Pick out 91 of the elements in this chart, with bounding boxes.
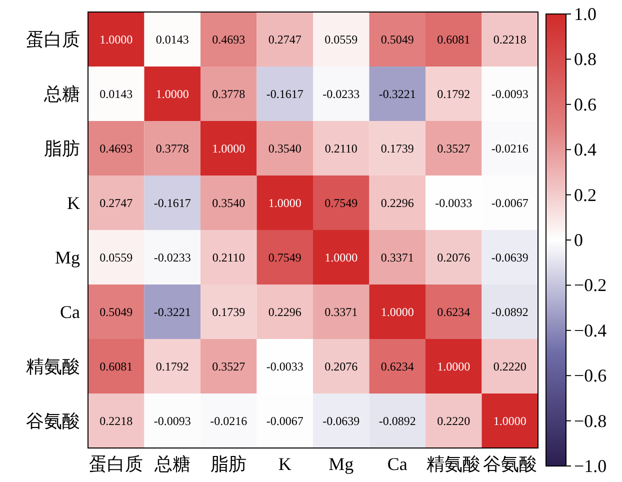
data-label: 0.2747: [100, 196, 133, 210]
x-tick-label: 谷氨酸: [482, 454, 537, 474]
data-label: 1.0000: [380, 304, 414, 319]
y-tick-label: 精氨酸: [26, 356, 80, 376]
data-label: 0.2220: [437, 414, 470, 428]
data-label: 0.2296: [380, 196, 414, 210]
data-label: -0.0033: [266, 359, 304, 374]
data-label: 0.2076: [437, 250, 470, 264]
x-tick-label: Ca: [387, 454, 408, 474]
y-tick-label: K: [67, 192, 80, 213]
x-tick-label: Mg: [328, 454, 354, 474]
data-label: -0.0093: [491, 86, 528, 101]
data-label: 0.2220: [493, 359, 526, 374]
data-label: -0.3221: [154, 304, 191, 319]
data-label: 0.2296: [268, 304, 302, 319]
color-bar-label: 0.2: [574, 184, 596, 205]
color-bar-label: −0.8: [574, 410, 607, 431]
data-label: 0.3778: [212, 86, 246, 101]
data-label: 1.0000: [324, 250, 358, 264]
data-label: 1.0000: [437, 359, 470, 374]
x-tick-label: 精氨酸: [426, 454, 481, 474]
data-label: -0.0067: [491, 196, 528, 210]
data-label: 0.5049: [380, 32, 414, 46]
x-tick-label: 蛋白质: [89, 454, 144, 474]
data-label: -0.0233: [322, 86, 360, 101]
data-label: 0.6081: [437, 32, 470, 46]
data-label: 0.6081: [100, 359, 133, 374]
data-label: 0.2218: [493, 32, 526, 46]
data-label: -0.0892: [491, 304, 528, 319]
data-label: 0.7549: [268, 250, 302, 264]
data-label: -0.0033: [435, 196, 472, 210]
data-label: 0.7549: [324, 196, 358, 210]
data-label: 0.2076: [324, 359, 358, 374]
data-label: -0.0639: [491, 250, 528, 264]
y-tick-label: Ca: [60, 302, 80, 322]
data-label: 0.4693: [100, 141, 133, 156]
color-bar-label: 0: [574, 230, 583, 250]
data-label: -0.1617: [266, 86, 304, 101]
x-tick-label: 总糖: [153, 454, 190, 474]
data-label: 0.1792: [156, 359, 189, 374]
data-label: 0.2747: [268, 32, 302, 46]
color-bar-label: 0.8: [574, 49, 596, 70]
data-label: 0.3540: [212, 196, 246, 210]
data-label: 0.0559: [324, 32, 358, 46]
data-label: 1.0000: [100, 32, 133, 46]
data-label: 0.4693: [212, 32, 246, 46]
data-label: 0.3527: [437, 141, 470, 156]
data-label: 0.1739: [380, 141, 414, 156]
color-bar-label: −0.2: [574, 275, 607, 296]
y-tick-label: 谷氨酸: [26, 410, 80, 431]
x-tick-label: 脂肪: [210, 454, 247, 474]
data-label: 0.5049: [100, 304, 133, 319]
color-bar-label: −0.4: [574, 320, 607, 340]
data-label: 0.3371: [380, 250, 414, 264]
color-bar-label: 0.4: [574, 140, 596, 160]
data-label: 0.6234: [380, 359, 414, 374]
data-label: 0.2110: [212, 250, 245, 264]
data-label: -0.0067: [266, 414, 304, 428]
color-bar-label: 1.0: [574, 4, 596, 24]
data-label: 1.0000: [268, 196, 302, 210]
color-bar-label: −0.6: [574, 366, 607, 386]
data-label: 0.2110: [324, 141, 358, 156]
data-label: -0.0892: [378, 414, 416, 428]
data-label: -0.0639: [322, 414, 360, 428]
data-label: 1.0000: [156, 86, 189, 101]
data-label: -0.0233: [154, 250, 191, 264]
color-bar-label: −1.0: [574, 456, 607, 476]
y-tick-label: Mg: [54, 247, 80, 268]
data-label: -0.3221: [378, 86, 416, 101]
x-tick-label: K: [278, 454, 292, 474]
data-label: 1.0000: [493, 414, 526, 428]
y-tick-label: 脂肪: [44, 138, 80, 158]
data-label: 0.2218: [100, 414, 133, 428]
data-label: 0.3540: [268, 141, 302, 156]
data-label: -0.0093: [154, 414, 191, 428]
data-label: 0.3371: [324, 304, 358, 319]
color-bar-label: 0.6: [574, 94, 596, 114]
data-label: -0.0216: [491, 141, 528, 156]
data-label: -0.1617: [154, 196, 191, 210]
data-label: 0.3527: [212, 359, 246, 374]
data-label: 0.0143: [100, 86, 133, 101]
y-tick-label: 总糖: [43, 84, 80, 104]
data-label: 1.0000: [212, 141, 246, 156]
data-label: 0.1739: [212, 304, 246, 319]
data-label: 0.0559: [100, 250, 133, 264]
data-label: 0.3778: [156, 141, 189, 156]
data-label: -0.0216: [210, 414, 248, 428]
data-label: 0.0143: [156, 32, 189, 46]
data-label: 0.1792: [437, 86, 470, 101]
y-tick-label: 蛋白质: [26, 29, 80, 50]
data-label: 0.6234: [437, 304, 470, 319]
